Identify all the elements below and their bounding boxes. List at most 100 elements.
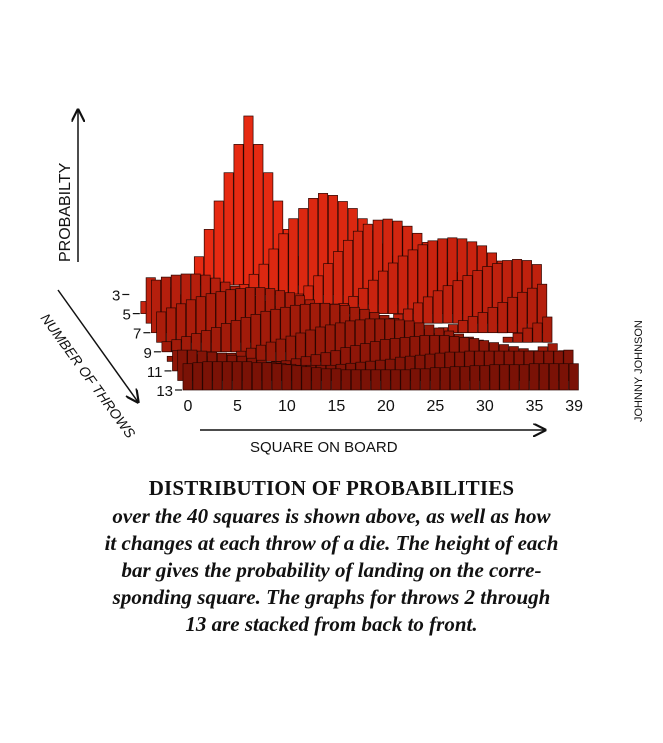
probability-bar [512,332,523,343]
probability-axis-label: PROBABILTY [57,162,74,262]
probability-bar [232,361,243,391]
probability-bar [151,279,162,334]
probability-bar [509,364,520,391]
probability-bar [311,367,322,391]
probability-bar [202,361,213,391]
probability-bar [233,144,244,286]
probability-bar [502,336,513,343]
probability-bar [568,363,579,391]
probability-bar [271,363,282,391]
caption: DISTRIBUTION OF PROBABILITIES over the 4… [20,476,643,638]
probability-bar [278,233,289,295]
probability-bar [479,365,490,391]
throw-tick-label: 7 [133,326,141,343]
probability-bar [420,368,431,391]
probability-bar [223,172,234,286]
bars-layer [140,115,579,391]
probability-bar [452,280,463,324]
probability-bar [413,302,424,324]
probability-bar [211,327,222,353]
probability-bar [333,251,344,305]
probability-bar [242,361,253,391]
probability-bar [251,362,262,391]
throw-tick-label: 13 [156,383,173,400]
caption-line: over the 40 squares is shown above, as w… [112,504,551,528]
probability-bar [542,316,553,343]
probability-bar [497,302,508,334]
probability-bar [268,248,279,295]
probability-bar [442,285,453,324]
probability-bar [422,296,433,324]
probability-bar [368,279,379,314]
x-tick-label: 10 [278,398,296,415]
probability-bar [539,363,550,391]
probability-bar [469,365,480,391]
probability-bar [220,323,231,353]
probability-bar [230,320,241,353]
x-tick-label: 25 [427,398,445,415]
throw-tick-label: 9 [144,345,152,362]
x-tick-label: 30 [476,398,494,415]
probability-bar [192,362,203,391]
throw-tick-label: 11 [147,364,163,381]
probability-bar [181,336,192,353]
probability-bar [261,362,272,391]
probability-bar [313,275,324,305]
probability-bar [507,296,518,334]
probability-bar [387,262,398,314]
probability-bar [166,307,177,343]
probability-bar [321,368,332,391]
probability-bar [323,263,334,305]
throws-axis-label: NUMBER OF THROWS [38,310,139,441]
x-tick-labels: 0 5 10 15 20 25 30 35 39 [183,398,583,415]
x-tick-label: 5 [233,398,242,415]
probability-bar [380,369,391,391]
probability-bar [201,330,212,353]
probability-bar [288,218,299,295]
square-axis-label: SQUARE ON BOARD [250,439,398,456]
probability-bar [519,364,530,391]
probability-bar [255,344,266,362]
probability-bar [457,320,468,334]
throw-series [182,361,579,391]
caption-line: 13 are stacked from back to front. [185,612,478,636]
probability-bar [400,369,411,391]
probability-bar [222,361,233,391]
probability-bar [547,343,558,353]
probability-bar [378,270,389,314]
probability-bar [343,239,354,305]
x-tick-label: 0 [183,398,192,415]
probability-bar [240,317,251,353]
probability-bar [213,200,224,286]
probability-bar [298,208,309,295]
probability-bar [462,275,473,324]
probability-bar [532,322,543,343]
probability-bar [459,366,470,391]
throws-axis-arrow [57,289,138,402]
probability-bar [430,367,441,391]
throw-series [193,115,303,286]
probability-bar [499,364,510,391]
probability-bar [440,367,451,391]
x-tick-label: 39 [565,398,583,415]
probability-bar [548,363,559,391]
caption-body: over the 40 squares is shown above, as w… [20,503,643,638]
probability-bar [191,333,202,353]
probability-bar [331,368,342,391]
caption-line: it changes at each throw of a die. The h… [104,531,559,555]
probability-bar [161,341,172,353]
probability-distribution-chart: PROBABILTY NUMBER OF THROWS SQUARE ON BO… [38,0,645,456]
probability-bar [370,369,381,391]
probability-bar [432,290,443,324]
caption-line: sponding square. The graphs for throws 2… [112,585,551,609]
probability-bar [285,335,296,362]
probability-bar [291,365,302,391]
probability-bar [517,291,528,334]
probability-bar [350,369,361,391]
probability-bar [449,366,460,391]
probability-bar [522,327,533,343]
caption-line: bar gives the probability of landing on … [121,558,542,582]
probability-bar [182,363,193,391]
credit-text: JOHNNY JOHNSON [633,320,645,422]
